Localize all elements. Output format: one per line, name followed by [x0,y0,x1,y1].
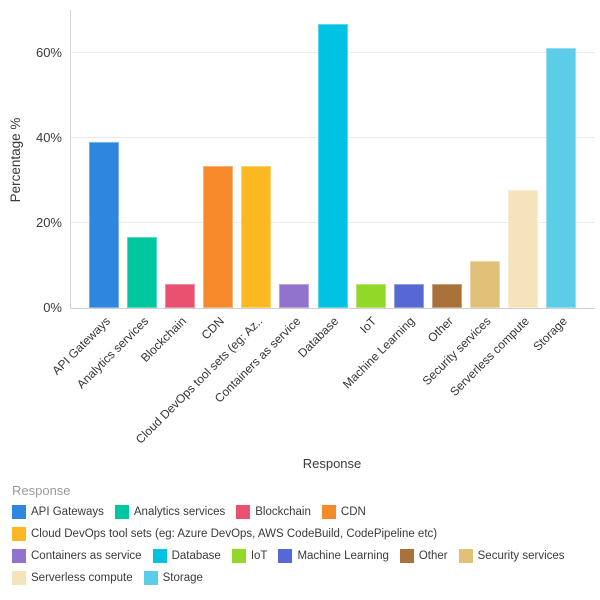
bar-containers-as-service[interactable] [279,284,310,308]
legend-item-iot[interactable]: IoT [231,549,268,563]
legend-swatch [278,549,293,563]
x-axis-labels: API Gateways Analytics services Blockchain… [49,314,594,464]
legend-label: Containers as service [31,550,142,562]
legend-label: Storage [162,572,203,584]
bar-serverless-compute[interactable] [507,189,538,308]
bar-blockchain[interactable] [165,284,196,308]
legend-label: CDN [340,506,366,518]
y-tick-60: 60% [35,44,62,60]
bar-slot [275,10,313,308]
bar-security-services[interactable] [469,260,500,308]
legend-label: IoT [250,550,268,562]
legend-item-machine-learning[interactable]: Machine Learning [278,549,389,563]
legend-label: Security services [477,550,565,562]
legend-item-containers-as-service[interactable]: Containers as service [12,549,142,563]
legend-item-api-gateways[interactable]: API Gateways [12,505,104,519]
legend-title: Response [12,483,71,498]
legend-item-cloud-devops-tool-sets-eg-azure-devops-aws-codebuild-codepipeline-etc[interactable]: Cloud DevOps tool sets (eg: Azure DevOps… [12,527,437,541]
bar-cloud-devops-tool-sets-eg-azure-devops-aws-codebuild-codepipeline-etc[interactable] [241,166,272,308]
legend-label: Machine Learning [297,550,389,562]
x-label-machine-learning: Machine Learning [340,314,418,392]
legend-swatch [458,549,473,563]
legend-item-serverless-compute[interactable]: Serverless compute [12,571,133,585]
legend-row: API Gateways Analytics services Blockchain… [12,505,598,519]
legend: Response API Gateways Analytics services B… [12,483,598,585]
legend-label: Database [171,550,221,562]
y-axis-title: Percentage % [8,117,23,203]
legend-item-security-services[interactable]: Security services [458,549,565,563]
legend-swatch [12,505,26,519]
bar-slot [466,10,504,308]
legend-swatch [12,527,26,541]
legend-row: Containers as service Database IoT Machine … [12,549,598,563]
legend-swatch [152,549,167,563]
legend-item-database[interactable]: Database [152,549,221,563]
legend-item-storage[interactable]: Storage [143,571,203,585]
bar-iot[interactable] [355,284,386,308]
legend-item-cdn[interactable]: CDN [321,505,366,519]
plot-area [70,10,595,309]
legend-swatch [12,571,26,585]
bar-slot [199,10,237,308]
bar-slot [352,10,390,308]
bar-slot [85,10,123,308]
bar-cdn[interactable] [203,166,234,308]
legend-row: Cloud DevOps tool sets (eg: Azure DevOps… [12,527,598,541]
bar-slot [313,10,351,308]
legend-label: Cloud DevOps tool sets (eg: Azure DevOps… [31,528,438,540]
bar-slot [123,10,161,308]
bar-database[interactable] [317,24,348,308]
legend-swatch [321,505,336,519]
bar-slot [161,10,199,308]
legend-items: API Gateways Analytics services Blockchain… [12,505,598,585]
legend-swatch [114,505,129,519]
legend-label: Other [418,550,448,562]
legend-swatch [399,549,414,563]
y-tick-20: 20% [35,214,62,230]
legend-label: Serverless compute [31,572,133,584]
bar-slot [428,10,466,308]
legend-label: Analytics services [133,506,226,518]
x-label-other: Other [424,314,456,346]
bar-machine-learning[interactable] [393,284,424,308]
legend-swatch [12,549,26,563]
x-label-security-services: Security services [419,314,494,389]
legend-item-other[interactable]: Other [399,549,448,563]
legend-item-analytics-services[interactable]: Analytics services [114,505,226,519]
legend-label: Blockchain [255,506,311,518]
legend-label: API Gateways [31,506,104,518]
bar-slot [237,10,275,308]
x-label-database: Database [295,314,342,361]
bar-slot [542,10,580,308]
bar-api-gateways[interactable] [89,142,120,308]
legend-row: Serverless compute Storage [12,571,598,585]
bar-analytics-services[interactable] [127,237,158,308]
x-label-storage: Storage [530,314,570,354]
y-tick-40: 40% [35,129,62,145]
x-label-cdn: CDN [198,314,228,343]
bar-slot [390,10,428,308]
x-axis-title: Response [302,456,362,471]
y-tick-0: 0% [43,300,62,315]
x-label-iot: IoT [357,314,380,337]
legend-swatch [231,549,246,563]
bars [85,10,580,308]
bar-other[interactable] [431,284,462,308]
bar-slot [504,10,542,308]
bar-storage[interactable] [545,47,576,308]
legend-swatch [143,571,158,585]
legend-item-blockchain[interactable]: Blockchain [236,505,311,519]
legend-swatch [236,505,251,519]
